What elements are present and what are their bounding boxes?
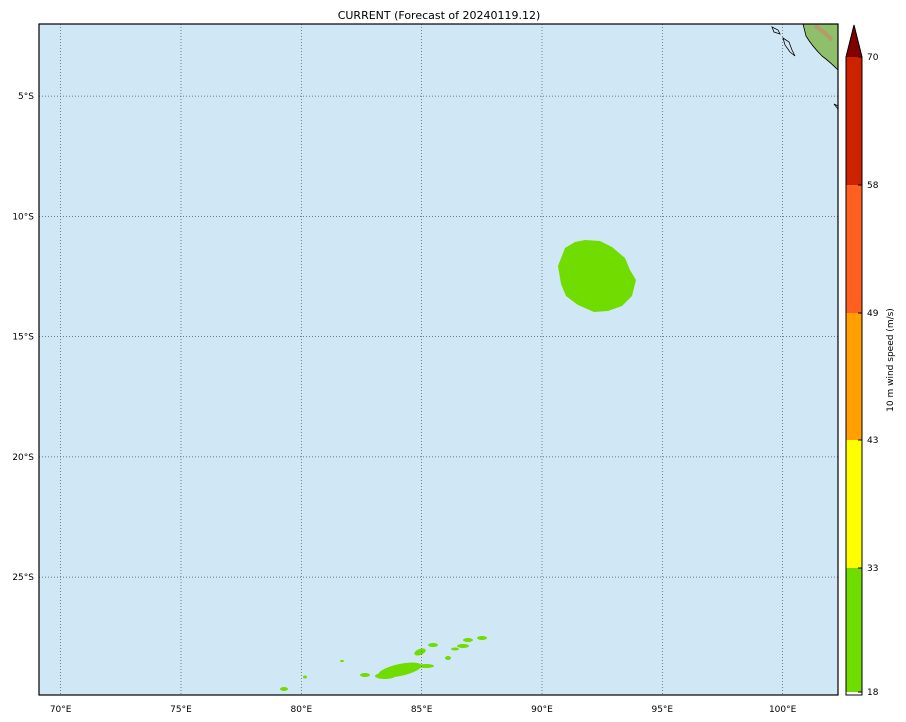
colorbar-segment xyxy=(846,57,862,185)
lat-label: 25°S xyxy=(12,573,34,583)
colorbar xyxy=(845,24,863,696)
lat-label: 15°S xyxy=(12,333,34,343)
wind-swath-cyclone xyxy=(558,240,636,312)
lon-label: 100°E xyxy=(769,705,797,715)
colorbar-segment xyxy=(846,185,862,313)
colorbar-extend-arrow xyxy=(846,25,862,57)
colorbar-tick: 58 xyxy=(867,181,879,191)
colorbar-tick: 70 xyxy=(867,53,879,63)
colorbar-segment xyxy=(846,313,862,440)
lon-label: 85°E xyxy=(411,705,433,715)
lon-label: 90°E xyxy=(531,705,553,715)
lat-label: 10°S xyxy=(12,212,34,222)
lon-label: 95°E xyxy=(651,705,673,715)
lon-label: 75°E xyxy=(170,705,192,715)
terrain-highland xyxy=(813,24,834,42)
colorbar-outline xyxy=(845,24,863,696)
lat-label: 5°S xyxy=(18,92,34,102)
ocean xyxy=(39,24,838,695)
colorbar-segment xyxy=(846,440,862,568)
island xyxy=(782,37,796,57)
colorbar-tick: 43 xyxy=(867,436,878,446)
lat-label: 20°S xyxy=(12,453,34,463)
colorbar-tick: 18 xyxy=(867,688,879,698)
wind-swath-south xyxy=(280,636,487,691)
colorbar-tick: 49 xyxy=(867,309,879,319)
graticule xyxy=(39,24,838,695)
island xyxy=(771,26,781,35)
longitude-labels: 70°E 75°E 80°E 85°E 90°E 95°E 100°E xyxy=(50,705,797,715)
lon-label: 70°E xyxy=(50,705,72,715)
colorbar-segment xyxy=(846,568,862,692)
colorbar-tick: 33 xyxy=(867,564,878,574)
colorbar-label: 10 m wind speed (m/s) xyxy=(886,308,896,412)
plot-title: CURRENT (Forecast of 20240119.12) xyxy=(338,9,541,22)
latitude-labels: 5°S 10°S 15°S 20°S 25°S xyxy=(12,92,34,583)
lon-label: 80°E xyxy=(291,705,313,715)
colorbar-ticks: 70 58 49 43 33 18 xyxy=(867,53,879,698)
map-frame xyxy=(38,23,839,696)
